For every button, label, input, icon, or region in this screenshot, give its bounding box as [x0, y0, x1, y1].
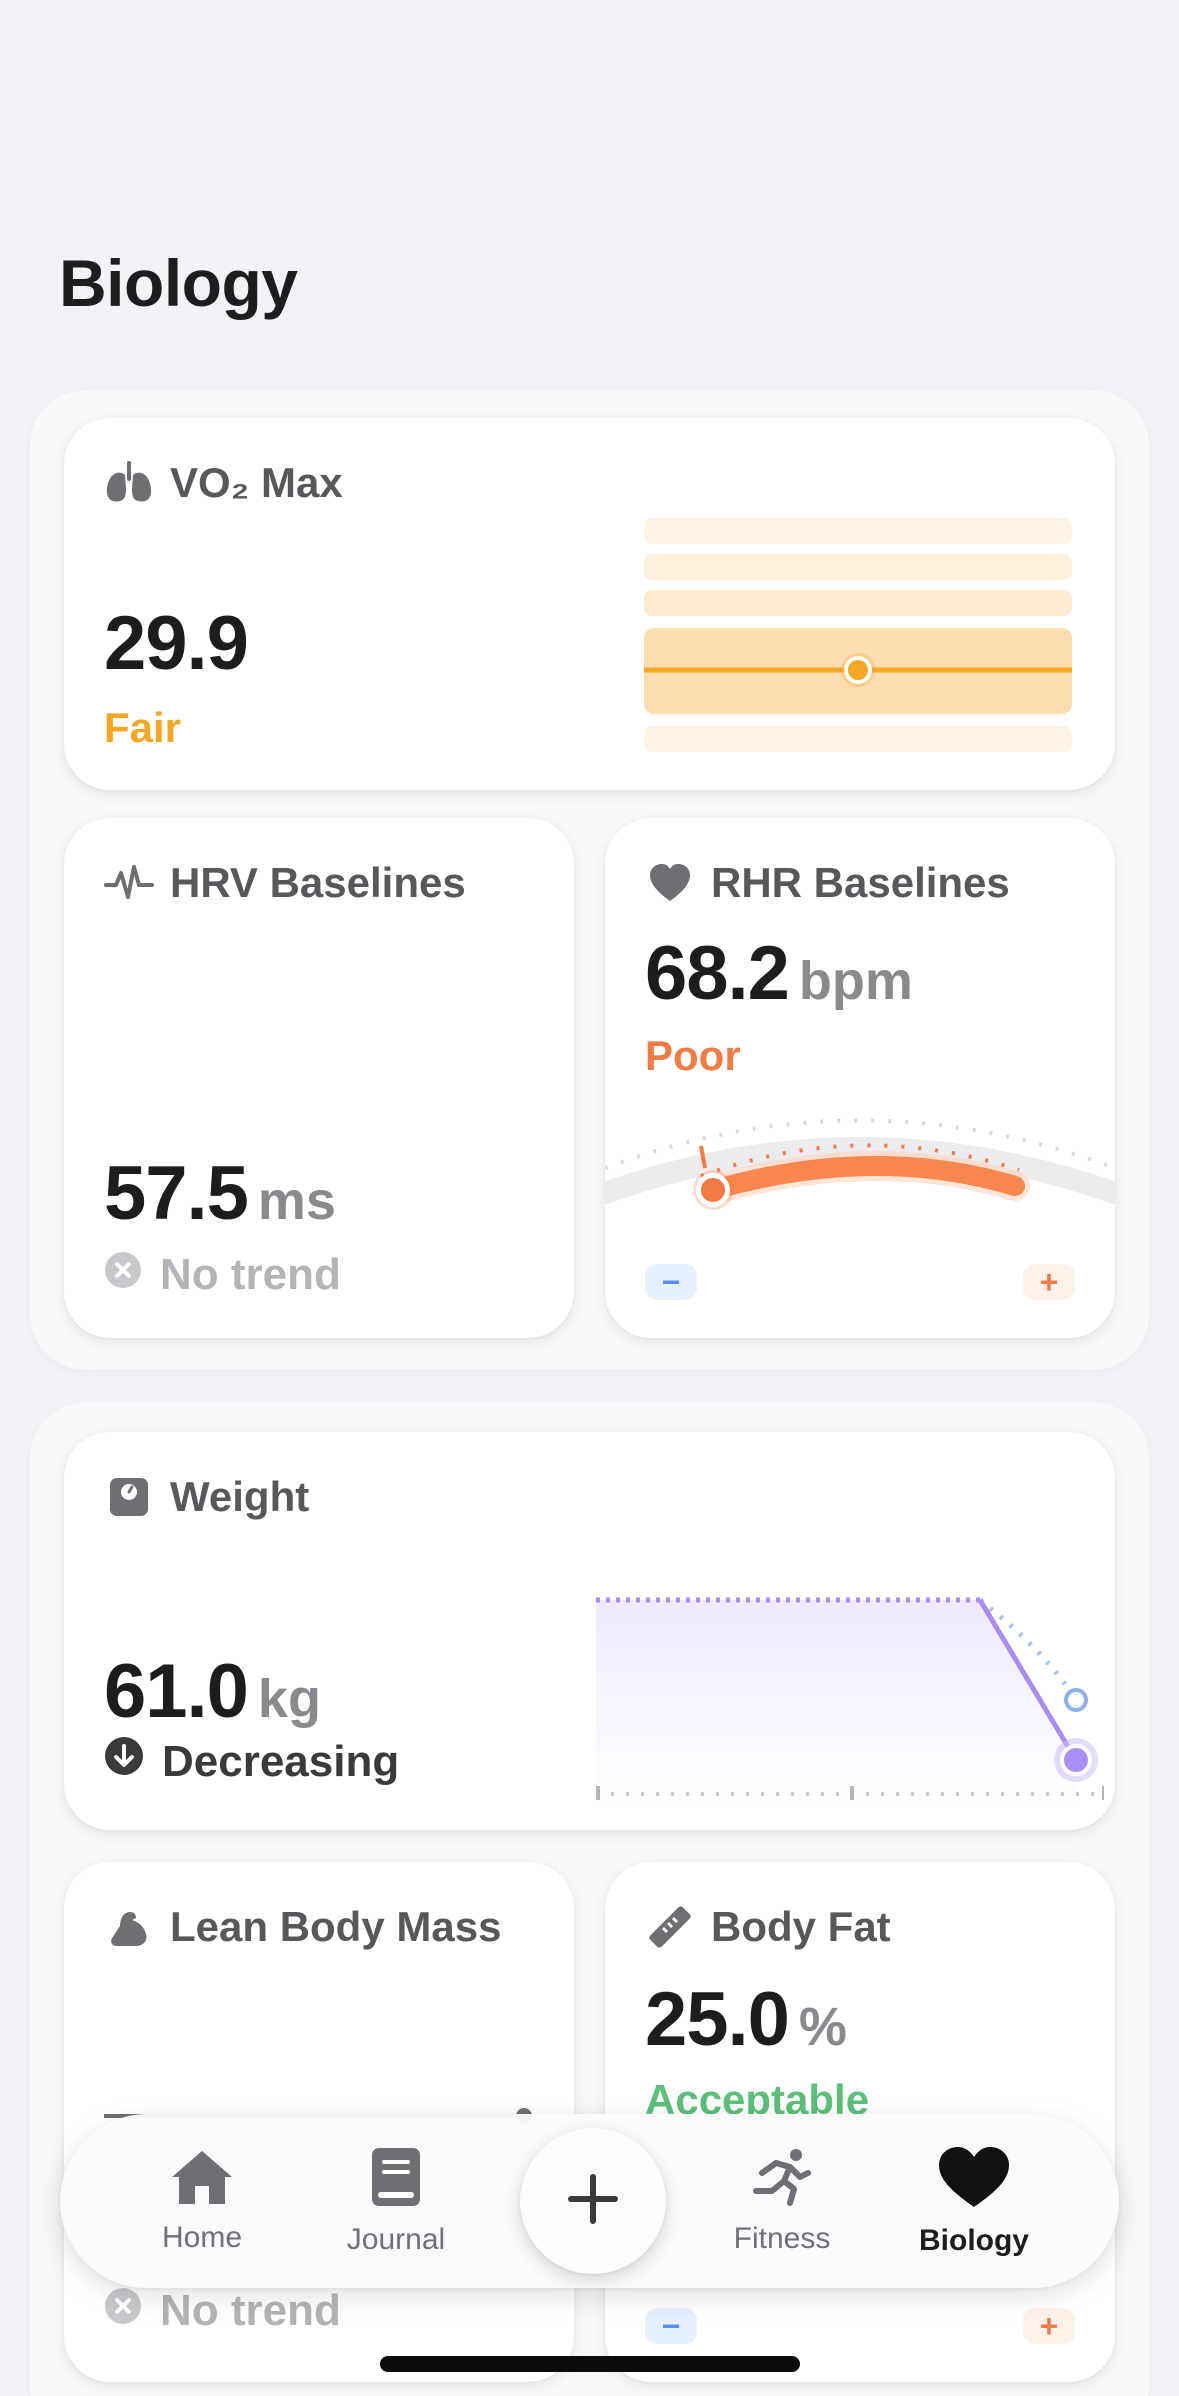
lean-trend-label: No trend — [160, 2286, 341, 2335]
lungs-icon — [104, 458, 154, 508]
home-indicator — [380, 2356, 800, 2372]
heart-icon — [937, 2145, 1011, 2214]
weight-trend-chart — [596, 1597, 1104, 1810]
book-icon — [368, 2146, 424, 2213]
vo2-max-value: 29.9 — [104, 601, 249, 686]
heart-icon — [645, 858, 695, 908]
ruler-icon — [645, 1902, 695, 1952]
lean-trend: No trend — [104, 2286, 341, 2336]
vo2-max-header: VO₂ Max — [104, 458, 343, 508]
rhr-value: 68.2 — [645, 931, 790, 1016]
hrv-trend-label: No trend — [160, 1250, 341, 1299]
weight-unit: kg — [257, 1669, 321, 1729]
vo2-max-status: Fair — [104, 704, 182, 751]
vo2-max-title: VO₂ Max — [170, 459, 343, 506]
rhr-decrease-button[interactable]: − — [645, 1264, 697, 1300]
arrow-down-circle-icon — [104, 1736, 144, 1787]
tab-journal[interactable]: Journal — [306, 2114, 486, 2288]
bodyfat-increase-button[interactable]: + — [1023, 2308, 1075, 2344]
tab-biology[interactable]: Biology — [884, 2114, 1064, 2288]
rhr-baseline-gauge — [605, 1118, 1115, 1210]
bodyfat-value: 25.0 — [645, 1977, 790, 2062]
weight-header: Weight — [104, 1472, 309, 1522]
rhr-increase-button[interactable]: + — [1023, 1264, 1075, 1300]
bodyfat-value-row: 25.0% — [645, 1976, 847, 2063]
pulse-icon — [104, 858, 154, 908]
hrv-trend: No trend — [104, 1250, 341, 1300]
weight-trend-label: Decreasing — [162, 1736, 400, 1786]
bodyfat-unit: % — [798, 1997, 847, 2057]
weight-value: 61.0 — [104, 1649, 249, 1734]
weight-card[interactable]: Weight 61.0 kg Decreasing — [64, 1432, 1115, 1830]
bodyfat-title: Body Fat — [711, 1903, 891, 1950]
rhr-header: RHR Baselines — [645, 858, 1010, 908]
plus-icon — [567, 2173, 619, 2230]
rhr-title: RHR Baselines — [711, 859, 1010, 906]
tab-fitness-label: Fitness — [733, 2221, 831, 2255]
tab-home-label: Home — [161, 2220, 243, 2254]
rhr-baselines-card[interactable]: RHR Baselines 68.2 bpm Poor − + — [605, 818, 1115, 1338]
add-button[interactable] — [520, 2128, 666, 2274]
no-trend-icon — [104, 2286, 142, 2336]
weight-trend: Decreasing — [104, 1736, 399, 1787]
rhr-unit: bpm — [798, 951, 913, 1011]
tab-biology-label: Biology — [919, 2223, 1029, 2257]
rhr-status: Poor — [645, 1032, 741, 1079]
vo2-max-range-chart — [644, 518, 1072, 752]
rhr-value-row: 68.2 bpm — [645, 930, 913, 1017]
page-title: Biology — [59, 246, 298, 320]
hrv-header: HRV Baselines — [104, 858, 466, 908]
lean-header: Lean Body Mass — [104, 1902, 501, 1952]
hrv-value-row: 57.5 ms — [104, 1150, 336, 1237]
vo2-max-card[interactable]: VO₂ Max 29.9 Fair — [64, 418, 1115, 790]
weight-title: Weight — [170, 1473, 310, 1520]
tab-fitness[interactable]: Fitness — [692, 2114, 872, 2288]
weight-value-row: 61.0 kg — [104, 1648, 321, 1735]
tab-journal-label: Journal — [346, 2222, 446, 2256]
hrv-baselines-card[interactable]: HRV Baselines 57.5 ms No trend — [64, 818, 574, 1338]
runner-icon — [750, 2147, 814, 2212]
tab-bar: Home Journal Fitness Biology — [60, 2114, 1119, 2288]
hrv-title: HRV Baselines — [170, 859, 466, 906]
house-icon — [169, 2148, 235, 2211]
tab-home[interactable]: Home — [112, 2114, 292, 2288]
no-trend-icon — [104, 1250, 142, 1300]
bodyfat-decrease-button[interactable]: − — [645, 2308, 697, 2344]
lean-title: Lean Body Mass — [170, 1903, 502, 1950]
hrv-unit: ms — [257, 1171, 336, 1231]
scale-icon — [104, 1472, 154, 1522]
bodyfat-header: Body Fat — [645, 1902, 891, 1952]
muscle-icon — [104, 1902, 154, 1952]
hrv-value: 57.5 — [104, 1151, 249, 1236]
